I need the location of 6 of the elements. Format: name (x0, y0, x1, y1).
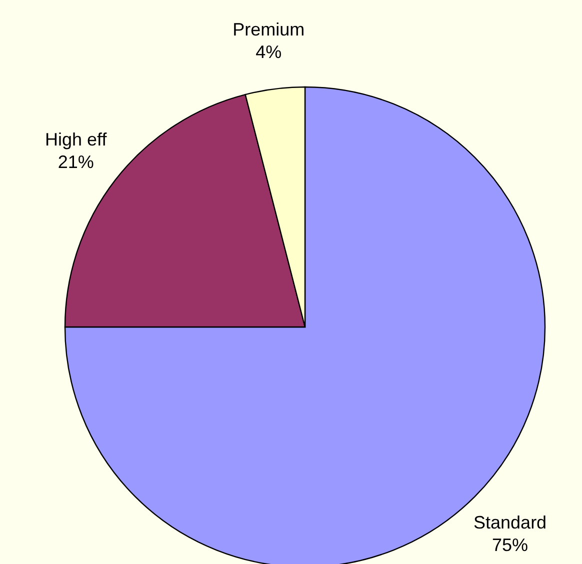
data-label: 4% (256, 42, 282, 62)
slice-label: Standard (474, 512, 547, 532)
data-label: 75% (492, 534, 528, 555)
slice-label: Premium (232, 20, 305, 40)
slice-label: High eff (44, 130, 108, 150)
data-label: 21% (58, 152, 94, 172)
